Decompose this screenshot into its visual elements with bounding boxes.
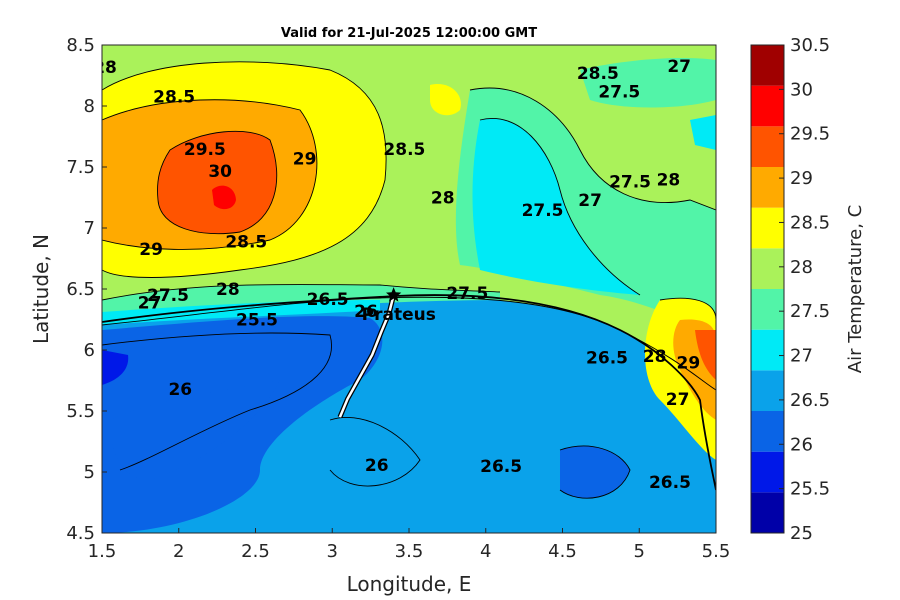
contour-label: 27 bbox=[666, 390, 690, 410]
contour-label: 29 bbox=[293, 150, 317, 170]
y-tick-label: 4.5 bbox=[66, 523, 95, 544]
x-tick-label: 3 bbox=[327, 541, 338, 562]
colorbar-tick-label: 26 bbox=[790, 434, 813, 455]
colorbar-segment bbox=[751, 45, 784, 86]
colorbar-segment bbox=[751, 207, 784, 249]
colorbar-segment bbox=[751, 289, 784, 330]
y-tick-label: 6.5 bbox=[66, 279, 95, 300]
colorbar-tick-label: 27 bbox=[790, 346, 813, 367]
colorbar-segment bbox=[751, 248, 784, 289]
x-tick-label: 5.5 bbox=[702, 541, 731, 562]
contour-label: 27.5 bbox=[446, 284, 488, 304]
contour-label: 28.5 bbox=[225, 233, 267, 253]
contour-label: 26.5 bbox=[649, 473, 691, 493]
colorbar-tick-label: 28.5 bbox=[790, 212, 830, 233]
y-tick-label: 5 bbox=[84, 462, 95, 483]
colorbar: 25 25.5 26 26.5 27 27.5 28 28.5 29 29.5 30 30.5 bbox=[750, 35, 830, 544]
y-tick-label: 6 bbox=[84, 340, 95, 361]
contour-label: 26.5 bbox=[586, 348, 628, 368]
y-tick-label: 5.5 bbox=[66, 401, 95, 422]
contour-label: 30 bbox=[208, 162, 232, 182]
contour-label: 28.5 bbox=[153, 87, 195, 107]
contour-label: 25.5 bbox=[236, 311, 278, 331]
contour-label: 28 bbox=[657, 170, 681, 190]
contour-label: 26 bbox=[168, 380, 192, 400]
contour-label: 27 bbox=[578, 191, 602, 211]
colorbar-segment bbox=[751, 492, 784, 533]
contour-label: 26.5 bbox=[480, 457, 522, 477]
x-tick-label: 2.5 bbox=[241, 541, 270, 562]
colorbar-segment bbox=[751, 85, 784, 127]
chart-title: Valid for 21-Jul-2025 12:00:00 GMT bbox=[281, 26, 537, 41]
x-tick-label: 5 bbox=[634, 541, 645, 562]
y-tick-label: 8.5 bbox=[66, 35, 95, 56]
contour-label: 29 bbox=[677, 353, 701, 373]
colorbar-tick-label: 26.5 bbox=[790, 390, 830, 411]
contour-label: 26 bbox=[354, 302, 378, 322]
colorbar-segment bbox=[751, 329, 784, 371]
colorbar-tick-label: 25 bbox=[790, 523, 813, 544]
y-tick-label: 8 bbox=[84, 96, 95, 117]
x-tick-label: 4 bbox=[480, 541, 491, 562]
x-tick-label: 1.5 bbox=[88, 541, 117, 562]
colorbar-segment bbox=[751, 411, 784, 452]
colorbar-tick-label: 27.5 bbox=[790, 301, 830, 322]
y-tick-label: 7.5 bbox=[66, 157, 95, 178]
contour-label: 27 bbox=[667, 57, 691, 77]
contour-label: 28 bbox=[216, 280, 240, 300]
x-axis-ticks: 1.5 2 2.5 3 3.5 4 4.5 5 5.5 bbox=[88, 528, 731, 562]
x-axis-label: Longitude, E bbox=[347, 572, 472, 596]
contour-label: 28.5 bbox=[577, 64, 619, 84]
station-label: Prateus bbox=[362, 305, 436, 325]
contour-label: 29 bbox=[139, 240, 163, 260]
y-axis-label: Latitude, N bbox=[29, 234, 53, 344]
ship-track bbox=[338, 294, 395, 418]
colorbar-frame bbox=[750, 44, 785, 534]
colorbar-segment bbox=[751, 370, 784, 411]
y-axis-ticks: 4.5 5 5.5 6 6.5 7 7.5 8 8.5 bbox=[66, 35, 107, 544]
x-tick-label: 4.5 bbox=[548, 541, 577, 562]
colorbar-tick-label: 28 bbox=[790, 257, 813, 278]
colorbar-tick-label: 29.5 bbox=[790, 124, 830, 145]
colorbar-segment bbox=[751, 167, 784, 208]
x-tick-label: 2 bbox=[173, 541, 184, 562]
station-marker bbox=[386, 287, 402, 302]
colorbar-label: Air Temperature, C bbox=[845, 205, 866, 373]
contour-label: 27 bbox=[138, 294, 162, 314]
contour-label: 27.5 bbox=[609, 173, 651, 193]
contour-label: 28 bbox=[643, 347, 667, 367]
contour-label: 26 bbox=[365, 456, 389, 476]
contour-label: 28 bbox=[431, 189, 455, 209]
x-tick-label: 3.5 bbox=[395, 541, 424, 562]
colorbar-tick-label: 29 bbox=[790, 168, 813, 189]
contour-label: 28.5 bbox=[383, 140, 425, 160]
contour-label: 29.5 bbox=[184, 140, 226, 160]
contour-label: 27.5 bbox=[522, 201, 564, 221]
colorbar-tick-label: 30 bbox=[790, 79, 813, 100]
contour-label: 27.5 bbox=[598, 82, 640, 102]
contour-label: 26.5 bbox=[307, 290, 349, 310]
y-tick-label: 7 bbox=[84, 218, 95, 239]
contour-label: 27.5 bbox=[147, 286, 189, 306]
colorbar-segment bbox=[751, 451, 784, 493]
colorbar-segment bbox=[751, 126, 784, 167]
colorbar-tick-label: 25.5 bbox=[790, 479, 830, 500]
colorbar-tick-label: 30.5 bbox=[790, 35, 830, 56]
contour-label: 28 bbox=[93, 58, 117, 78]
